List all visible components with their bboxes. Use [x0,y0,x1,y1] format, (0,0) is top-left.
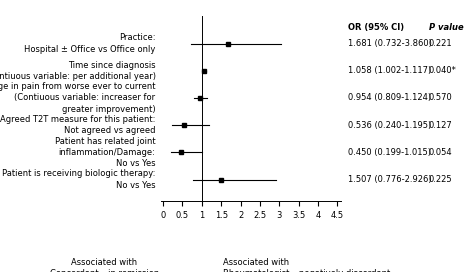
Text: Patient has related joint
inflammation/Damage:
No vs Yes: Patient has related joint inflammation/D… [55,137,155,168]
Text: 0.450 (0.199-1.015): 0.450 (0.199-1.015) [348,148,431,157]
Text: Patient is receiving biologic therapy:
No vs Yes: Patient is receiving biologic therapy: N… [2,169,155,190]
Text: 0.536 (0.240-1.195): 0.536 (0.240-1.195) [348,120,432,130]
Text: 0.127: 0.127 [429,120,453,130]
Text: Practice:
Hospital ± Office vs Office only: Practice: Hospital ± Office vs Office on… [24,33,155,54]
Text: P value: P value [429,23,464,32]
Text: 0.570: 0.570 [429,93,453,103]
Text: OR (95% CI): OR (95% CI) [348,23,404,32]
Text: Associated with
Rheumatologist – negatively discordant: Associated with Rheumatologist – negativ… [223,258,390,272]
Text: 1.058 (1.002-1.117): 1.058 (1.002-1.117) [348,66,432,75]
Text: Change in pain from worse ever to current
(Contiuous variable: increaser for
gre: Change in pain from worse ever to curren… [0,82,155,113]
Text: 0.221: 0.221 [429,39,453,48]
Text: 0.054: 0.054 [429,148,453,157]
Text: Agreed T2T measure for this patient:
Not agreed vs agreed: Agreed T2T measure for this patient: Not… [0,115,155,135]
Text: 0.954 (0.809-1.124): 0.954 (0.809-1.124) [348,93,431,103]
Text: 0.225: 0.225 [429,175,453,184]
Text: 1.507 (0.776-2.926): 1.507 (0.776-2.926) [348,175,432,184]
Text: Associated with
Concordant – in remission: Associated with Concordant – in remissio… [50,258,159,272]
Text: 0.040*: 0.040* [429,66,457,75]
Text: Time since diagnosis
(Contiuous variable: per additional year): Time since diagnosis (Contiuous variable… [0,61,155,81]
Text: 1.681 (0.732-3.860): 1.681 (0.732-3.860) [348,39,432,48]
